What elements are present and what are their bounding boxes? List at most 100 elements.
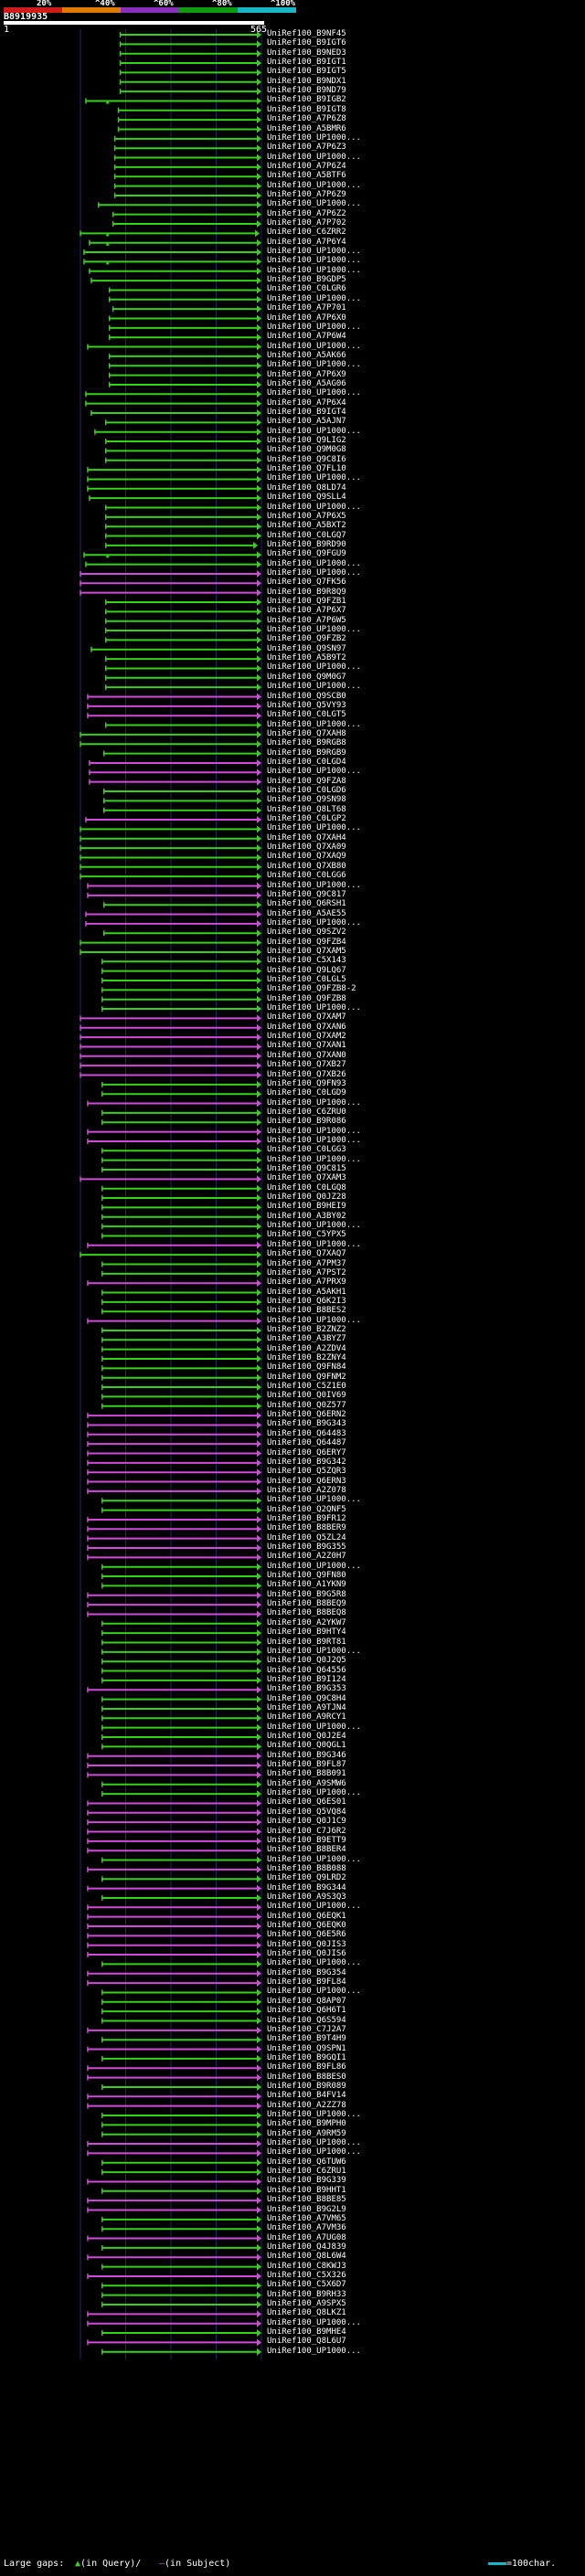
- hit-row[interactable]: [80, 1023, 261, 1032]
- hit-label[interactable]: UniRef100_Q8LT68: [267, 804, 346, 814]
- hit-row[interactable]: [104, 655, 261, 663]
- hit-row[interactable]: [87, 343, 261, 351]
- hit-row[interactable]: [104, 721, 261, 729]
- hit-row[interactable]: [108, 334, 261, 342]
- hit-label[interactable]: UniRef100_Q9FZA8: [267, 776, 346, 786]
- hit-row[interactable]: [104, 684, 261, 692]
- hit-row[interactable]: [80, 1014, 261, 1023]
- hit-label[interactable]: UniRef100_Q7XAM7: [267, 1012, 346, 1023]
- hit-row[interactable]: [90, 645, 261, 653]
- hit-label[interactable]: UniRef100_Q9SN97: [267, 643, 346, 653]
- hit-row[interactable]: [101, 977, 261, 984]
- hit-label[interactable]: UniRef100_Q8L6U7: [267, 2337, 346, 2347]
- hit-label[interactable]: UniRef100_Q6TUW6: [267, 2157, 346, 2167]
- hit-row[interactable]: [101, 2348, 261, 2356]
- hit-label[interactable]: UniRef100_B8BEQ8: [267, 1608, 346, 1618]
- hit-row[interactable]: [101, 1695, 261, 1703]
- hit-label[interactable]: UniRef100_A3BY02: [267, 1211, 346, 1221]
- hit-label[interactable]: UniRef100_B8BES0: [267, 2072, 346, 2082]
- hit-label[interactable]: UniRef100_A2Z0H7: [267, 1552, 346, 1562]
- hit-label[interactable]: UniRef100_B8BER9: [267, 1523, 346, 1533]
- hit-row[interactable]: [89, 239, 261, 247]
- hit-label[interactable]: UniRef100_A9SPX5: [267, 2299, 346, 2308]
- hit-label[interactable]: UniRef100_B9G354: [267, 1967, 346, 1977]
- hit-label[interactable]: UniRef100_B9GDP5: [267, 275, 346, 285]
- hit-label[interactable]: UniRef100_A9SMW6: [267, 1778, 346, 1788]
- hit-label[interactable]: UniRef100_B9FR12: [267, 1513, 346, 1523]
- hit-row[interactable]: [85, 97, 261, 105]
- hit-row[interactable]: [87, 1458, 261, 1467]
- hit-row[interactable]: [80, 873, 261, 881]
- hit-label[interactable]: UniRef100_C6ZRU1: [267, 2167, 346, 2177]
- hit-label[interactable]: UniRef100_A7P6Z9: [267, 189, 346, 199]
- hit-row[interactable]: [101, 1506, 261, 1514]
- hit-row[interactable]: [101, 1326, 261, 1334]
- hit-row[interactable]: [104, 673, 261, 682]
- hit-label[interactable]: UniRef100_UP1000...: [267, 247, 361, 257]
- hit-label[interactable]: UniRef100_UP1000...: [267, 360, 361, 370]
- hit-row[interactable]: [87, 1099, 261, 1108]
- hit-row[interactable]: [87, 1979, 261, 1988]
- hit-row[interactable]: [104, 438, 261, 446]
- hit-row[interactable]: [87, 1525, 261, 1533]
- hit-label[interactable]: UniRef100_UP1000...: [267, 1561, 361, 1571]
- hit-row[interactable]: [87, 1553, 261, 1562]
- hit-row[interactable]: [87, 1818, 261, 1827]
- hit-row[interactable]: [101, 1743, 261, 1751]
- hit-row[interactable]: [87, 2149, 261, 2157]
- hit-row[interactable]: [101, 1393, 261, 1401]
- hit-row[interactable]: [119, 31, 261, 38]
- hit-row[interactable]: [87, 1771, 261, 1779]
- hit-row[interactable]: [101, 958, 261, 966]
- hit-label[interactable]: UniRef100_UP1000...: [267, 567, 361, 578]
- hit-label[interactable]: UniRef100_B8BEQ9: [267, 1599, 346, 1609]
- hit-label[interactable]: UniRef100_C0LGT5: [267, 710, 346, 720]
- hit-label[interactable]: UniRef100_A7P701: [267, 303, 346, 313]
- hit-label[interactable]: UniRef100_B9G2L9: [267, 2204, 346, 2214]
- hit-row[interactable]: [87, 1686, 261, 1694]
- hit-label[interactable]: UniRef100_Q0QGL1: [267, 1741, 346, 1751]
- hit-label[interactable]: UniRef100_UP1000...: [267, 1902, 361, 1912]
- hit-label[interactable]: UniRef100_A5B9T2: [267, 653, 346, 663]
- hit-label[interactable]: UniRef100_Q9FZB8: [267, 993, 346, 1003]
- hit-label[interactable]: UniRef100_A7P6Y4: [267, 237, 346, 247]
- hit-label[interactable]: UniRef100_Q7FL10: [267, 464, 346, 474]
- hit-label[interactable]: UniRef100_Q0JIS3: [267, 1939, 346, 1949]
- hit-label[interactable]: UniRef100_Q6S594: [267, 2015, 346, 2025]
- hit-row[interactable]: [87, 2093, 261, 2101]
- hit-label[interactable]: UniRef100_UP1000...: [267, 152, 361, 162]
- hit-row[interactable]: [108, 286, 261, 294]
- hit-label[interactable]: UniRef100_UP1000...: [267, 767, 361, 777]
- hit-row[interactable]: [87, 1903, 261, 1912]
- hit-row[interactable]: [85, 816, 261, 824]
- hit-label[interactable]: UniRef100_B9FL84: [267, 1977, 346, 1988]
- hit-label[interactable]: UniRef100_Q0JZ28: [267, 1193, 346, 1203]
- hit-label[interactable]: UniRef100_Q9C8H4: [267, 1693, 346, 1703]
- hit-label[interactable]: UniRef100_Q9SLL4: [267, 493, 346, 503]
- hit-label[interactable]: UniRef100_B9NED3: [267, 48, 346, 58]
- hit-label[interactable]: UniRef100_B9HHT1: [267, 2185, 346, 2195]
- hit-label[interactable]: UniRef100_Q7XAH4: [267, 832, 346, 843]
- hit-label[interactable]: UniRef100_UP1000...: [267, 502, 361, 512]
- hit-row[interactable]: [101, 1714, 261, 1723]
- hit-row[interactable]: [104, 419, 261, 427]
- hit-row[interactable]: [87, 882, 261, 890]
- hit-row[interactable]: [113, 144, 261, 153]
- hit-label[interactable]: UniRef100_A7P702: [267, 218, 346, 228]
- hit-row[interactable]: [87, 1951, 261, 1959]
- hit-row[interactable]: [104, 599, 261, 606]
- hit-label[interactable]: UniRef100_Q6ERN3: [267, 1476, 346, 1486]
- hit-row[interactable]: [80, 1043, 261, 1051]
- hit-label[interactable]: UniRef100_Q9LRD2: [267, 1873, 346, 1883]
- hit-label[interactable]: UniRef100_B9GQI1: [267, 2052, 346, 2062]
- hit-label[interactable]: UniRef100_UP1000...: [267, 2346, 361, 2356]
- hit-label[interactable]: UniRef100_UP1000...: [267, 663, 361, 673]
- hit-label[interactable]: UniRef100_C0LGQ8: [267, 1182, 346, 1193]
- hit-label[interactable]: UniRef100_UP1000...: [267, 682, 361, 692]
- hit-label[interactable]: UniRef100_B9IGT4: [267, 408, 346, 417]
- hit-label[interactable]: UniRef100_UP1000...: [267, 1958, 361, 1968]
- hit-row[interactable]: [89, 758, 261, 767]
- hit-label[interactable]: UniRef100_B2ZNZ2: [267, 1324, 346, 1334]
- hit-row[interactable]: [83, 249, 261, 257]
- hit-label[interactable]: UniRef100_Q9FZB1: [267, 597, 346, 606]
